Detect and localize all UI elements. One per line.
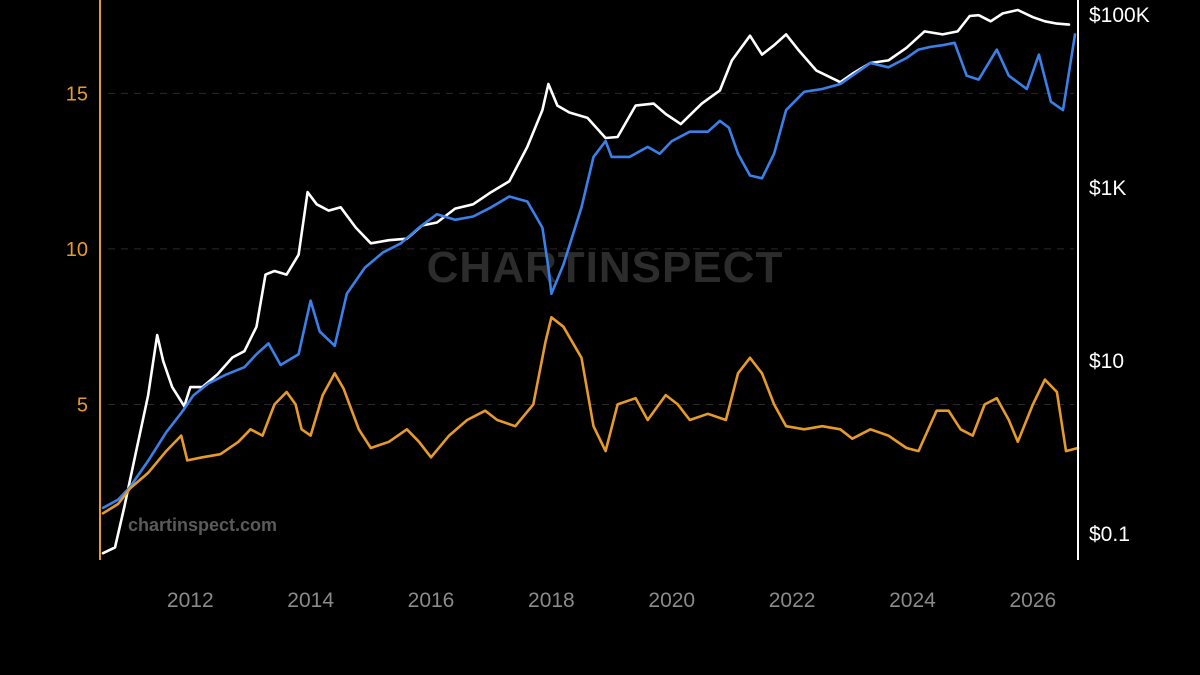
series-lines [101,8,1080,555]
x-tick-label-4: 2020 [648,589,695,612]
x-tick-label-0: 2012 [167,589,214,612]
x-tick-label-5: 2022 [769,589,816,612]
x-tick-label-1: 2014 [287,589,334,612]
y-left-tick-label-0: 5 [77,394,88,416]
y-right-tick-label-3: $100K [1089,4,1150,27]
series-line-0 [101,8,1071,555]
x-tick-label-6: 2024 [889,589,936,612]
axes: 5 10 15 $0.1 $10 $1K $100K 2012 2014 2016 2018 2020… [66,0,1150,612]
x-tick-label-3: 2018 [528,589,575,612]
watermark-url: chartinspect.com [128,515,277,535]
watermark-brand: CHARTINSPECT [427,243,784,292]
series-line-1 [101,33,1077,510]
watermark: CHARTINSPECT chartinspect.com [128,243,784,535]
y-left-tick-label-1: 10 [66,239,88,261]
series-line-2 [101,315,1080,515]
x-tick-label-2: 2016 [408,589,455,612]
y-right-tick-label-1: $10 [1089,350,1124,373]
y-right-tick-label-2: $1K [1089,177,1126,200]
x-tick-label-7: 2026 [1010,589,1057,612]
y-right-tick-label-0: $0.1 [1089,523,1130,546]
y-left-tick-label-2: 15 [66,83,88,105]
